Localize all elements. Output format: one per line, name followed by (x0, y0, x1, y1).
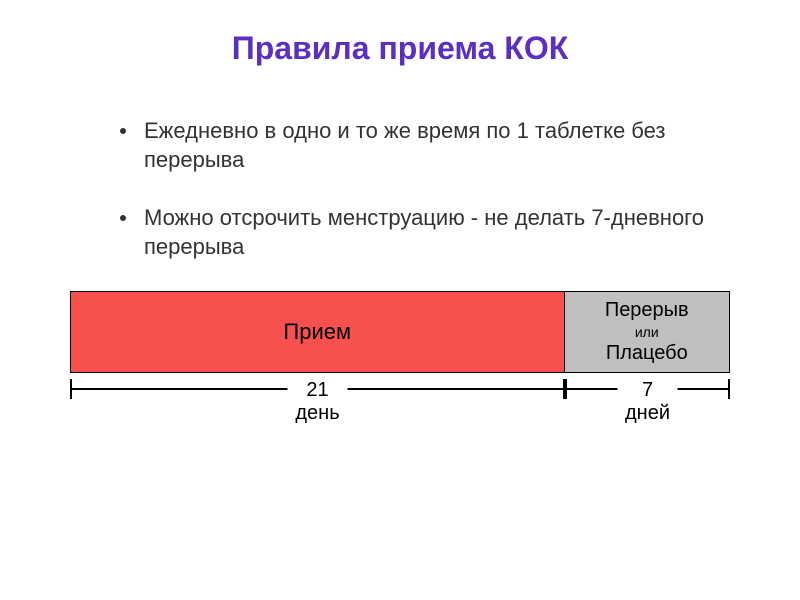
bar-segment-label-mid: или (635, 324, 659, 340)
timeline-chart: Прием Перерыв или Плацебо 21день 7дней (0, 291, 800, 449)
bar-segment-break: Перерыв или Плацебо (565, 292, 730, 372)
bracket-row: 21день 7дней (70, 379, 730, 449)
bracket-label-number: 7 (618, 379, 678, 402)
bracket-label-number: 21 (288, 379, 348, 402)
bullet-item: Ежедневно в одно и то же время по 1 табл… (120, 117, 720, 174)
bar-segment-label-top: Перерыв (605, 299, 689, 322)
bar-segment-label: Прием (283, 319, 351, 345)
page-title: Правила приема КОК (0, 0, 800, 117)
bracket-label-unit: день (288, 402, 348, 425)
bullet-dot-icon (120, 215, 126, 221)
bracket-label: 7дней (618, 379, 678, 425)
bullet-list: Ежедневно в одно и то же время по 1 табл… (0, 117, 800, 261)
bar-segment-label-bot: Плацебо (606, 342, 688, 365)
bullet-item: Можно отсрочить менструацию - не делать … (120, 204, 720, 261)
bullet-text: Ежедневно в одно и то же время по 1 табл… (144, 117, 720, 174)
bar-segment-intake: Прием (71, 292, 565, 372)
bracket-label-unit: дней (618, 402, 678, 425)
bracket-label: 21день (288, 379, 348, 425)
bullet-dot-icon (120, 128, 126, 134)
timeline-bar: Прием Перерыв или Плацебо (70, 291, 730, 373)
bullet-text: Можно отсрочить менструацию - не делать … (144, 204, 720, 261)
